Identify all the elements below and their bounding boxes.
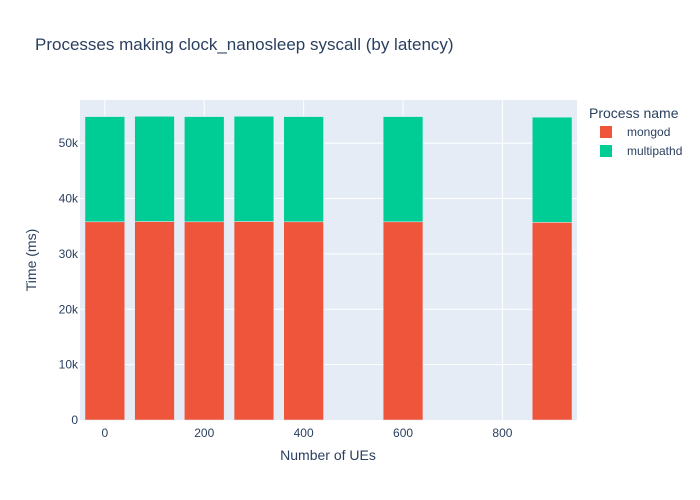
- bar-multipathd: [532, 116, 573, 223]
- bar-multipathd: [134, 116, 175, 222]
- legend-swatch-multipathd: [600, 145, 612, 157]
- legend-label-mongod: mongod: [627, 125, 670, 139]
- x-axis-title: Number of UEs: [280, 447, 376, 463]
- y-tick-label: 30k: [59, 247, 79, 261]
- y-tick-label: 10k: [59, 358, 79, 372]
- y-tick-label: 40k: [59, 192, 79, 206]
- x-tick-label: 800: [492, 426, 512, 440]
- bar-multipathd: [382, 116, 424, 223]
- bar-mongod: [84, 221, 125, 421]
- x-tick-label: 200: [194, 426, 214, 440]
- bar-mongod: [184, 221, 225, 421]
- bar-mongod: [532, 222, 573, 421]
- x-tick-label: 600: [393, 426, 413, 440]
- y-axis-ticks: 0 10k 20k 30k 40k 50k: [59, 136, 79, 427]
- bar-mongod: [283, 221, 324, 421]
- bar-mongod: [134, 221, 175, 421]
- bar-multipathd: [84, 116, 125, 223]
- bars: [84, 116, 573, 421]
- legend-swatch-mongod: [600, 126, 612, 138]
- legend-label-multipathd: multipathd: [627, 144, 682, 158]
- legend-title: Process name: [589, 105, 679, 121]
- bar-multipathd: [283, 116, 324, 223]
- y-axis-title: Time (ms): [23, 229, 39, 291]
- legend: Process name mongod multipathd: [589, 105, 682, 158]
- x-axis-ticks: 0 200 400 600 800: [102, 426, 513, 440]
- chart-title: Processes making clock_nanosleep syscall…: [35, 35, 454, 54]
- y-tick-label: 20k: [59, 302, 79, 316]
- bar-multipathd: [184, 116, 225, 223]
- bar-multipathd: [233, 116, 275, 222]
- x-tick-label: 0: [102, 426, 109, 440]
- x-tick-label: 400: [294, 426, 314, 440]
- bar-mongod: [382, 221, 424, 421]
- y-tick-label: 50k: [59, 136, 79, 150]
- y-tick-label: 0: [71, 413, 78, 427]
- bar-mongod: [233, 221, 275, 421]
